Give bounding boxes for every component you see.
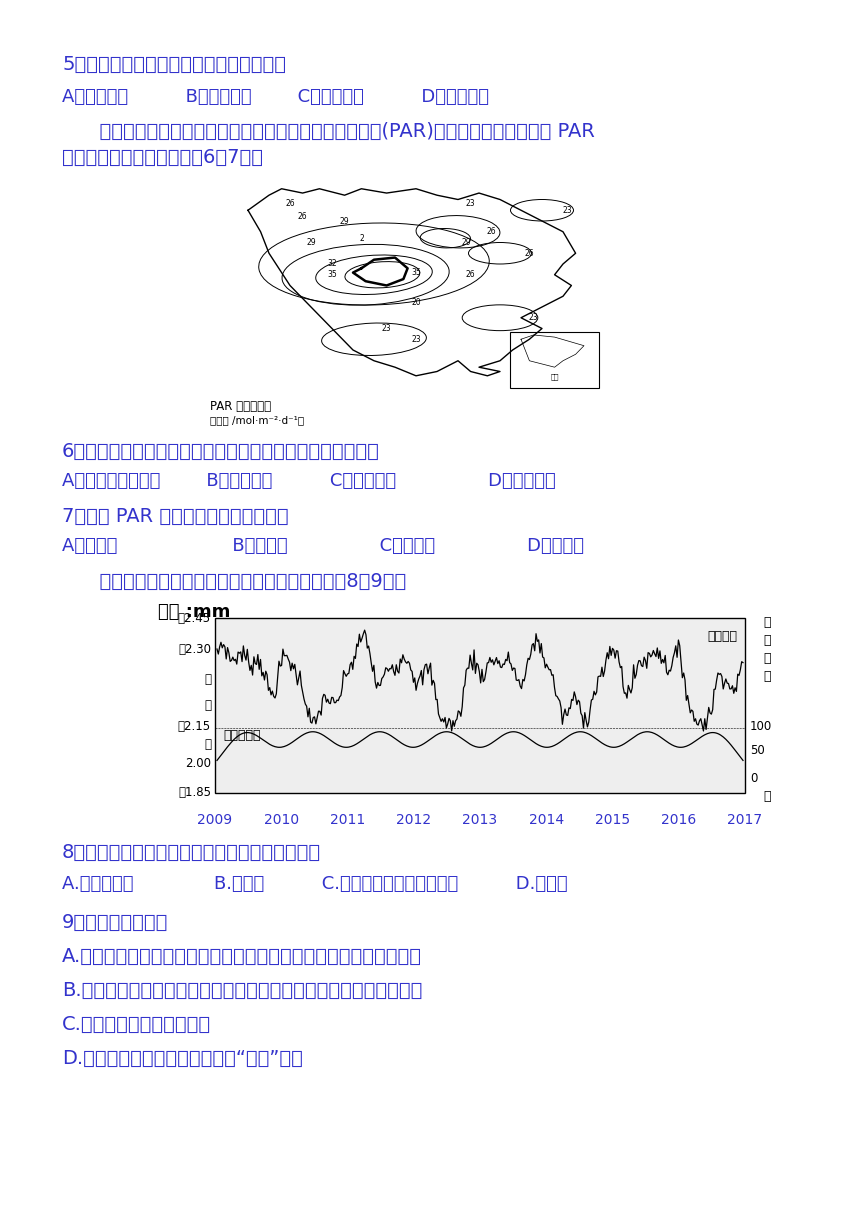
Text: 剰2.15: 剰2.15	[178, 720, 211, 733]
Text: 26: 26	[466, 270, 476, 280]
Text: 2012: 2012	[396, 814, 432, 827]
Text: 8．图中年轮宽度与太阳黑子相对数之间的关系是: 8．图中年轮宽度与太阳黑子相对数之间的关系是	[62, 843, 321, 862]
Text: 32: 32	[327, 259, 337, 269]
Text: 26: 26	[525, 249, 534, 258]
Bar	[215, 618, 745, 793]
Text: 黑: 黑	[764, 617, 771, 630]
Text: 读太阳黑子与温带乔木年轮相关性曲线图，回哈8～9题。: 读太阳黑子与温带乔木年轮相关性曲线图，回哈8～9题。	[62, 572, 406, 591]
FancyBboxPatch shape	[511, 332, 599, 388]
Text: 2014: 2014	[529, 814, 564, 827]
Text: 7．乙地 PAR 值高于甲地的主要原因是: 7．乙地 PAR 值高于甲地的主要原因是	[62, 507, 289, 527]
Text: 26: 26	[487, 227, 496, 236]
Text: 23: 23	[529, 314, 538, 322]
Text: A．距太阳远          B．自转较慢        C．昼长夜短          D．没有磁场: A．距太阳远 B．自转较慢 C．昼长夜短 D．没有磁场	[62, 88, 489, 106]
Text: 能被植物光合作用利用的太阳辐射，称为光合有效辐射(PAR)。下图示意我国年平均 PAR: 能被植物光合作用利用的太阳辐射，称为光合有效辐射(PAR)。下图示意我国年平均 …	[62, 122, 595, 141]
Text: D.太阳活动扰动地球磁场，产生“磁暴”现象: D.太阳活动扰动地球磁场，产生“磁暴”现象	[62, 1049, 303, 1068]
Text: 26: 26	[298, 213, 307, 221]
Text: 23: 23	[411, 334, 421, 344]
Text: 太阳黑子数: 太阳黑子数	[223, 730, 261, 742]
Text: 度: 度	[204, 737, 211, 750]
Text: 2011: 2011	[330, 814, 366, 827]
Text: B.太阳风使两极地区出现极光，从而影响中、高纬度地区树木的生长: B.太阳风使两极地区出现极光，从而影响中、高纬度地区树木的生长	[62, 981, 422, 1000]
Text: 2017: 2017	[728, 814, 763, 827]
Text: 2: 2	[359, 233, 364, 243]
Text: A．长江中下游平原        B．四川盆地          C．华北平原                D．青藏高原: A．长江中下游平原 B．四川盆地 C．华北平原 D．青藏高原	[62, 472, 556, 490]
Text: 图例: 图例	[550, 373, 559, 379]
Text: PAR 强度等値线: PAR 强度等値线	[210, 400, 271, 413]
Text: 2009: 2009	[198, 814, 232, 827]
Text: 2010: 2010	[264, 814, 298, 827]
Text: 度1.85: 度1.85	[178, 787, 211, 799]
Text: 23: 23	[382, 323, 391, 333]
Text: 子: 子	[764, 635, 771, 647]
Text: 2.00: 2.00	[185, 756, 211, 770]
Text: 35: 35	[327, 270, 337, 280]
Text: （单位 /mol·m⁻²·d⁻¹）: （单位 /mol·m⁻²·d⁻¹）	[210, 415, 304, 426]
Text: 年轮宽度: 年轮宽度	[707, 630, 737, 643]
Text: 20: 20	[411, 298, 421, 308]
Text: 单位 :mm: 单位 :mm	[158, 603, 230, 621]
Text: 29: 29	[462, 238, 471, 247]
Text: 0: 0	[750, 772, 758, 786]
Text: 2015: 2015	[595, 814, 630, 827]
Text: 26: 26	[286, 199, 295, 208]
Text: 相: 相	[764, 653, 771, 665]
Text: 数: 数	[764, 790, 771, 804]
Text: 29: 29	[340, 216, 349, 225]
Text: A．纬度高                    B．植被少                C．地势高                D．云雨少: A．纬度高 B．植被少 C．地势高 D．云雨少	[62, 537, 584, 554]
Text: 100: 100	[750, 720, 772, 733]
Text: 对: 对	[764, 670, 771, 683]
Text: 9．此图所反映的是: 9．此图所反映的是	[62, 913, 169, 931]
Text: 2013: 2013	[463, 814, 498, 827]
Text: 平2.45: 平2.45	[178, 612, 211, 625]
Text: 23: 23	[466, 199, 476, 208]
Text: 2016: 2016	[661, 814, 697, 827]
Text: A.太阳活动发射的电磁波能扰动地球的电离层，影响无线电短波通讯: A.太阳活动发射的电磁波能扰动地球的电离层，影响无线电短波通讯	[62, 947, 422, 966]
Text: 5．金星上没有极光现象，最合理的解释是: 5．金星上没有极光现象，最合理的解释是	[62, 55, 286, 74]
Text: 强度的空间分布。据此完扐6～7题。: 强度的空间分布。据此完扐6～7题。	[62, 148, 263, 167]
Text: 23: 23	[562, 206, 572, 215]
Text: 轮: 轮	[204, 699, 211, 713]
Text: 50: 50	[750, 744, 765, 758]
Text: 29: 29	[306, 238, 316, 247]
Text: C.太阳活动能影响地球气候: C.太阳活动能影响地球气候	[62, 1015, 211, 1034]
Text: 剳2.30: 剳2.30	[178, 643, 211, 655]
Text: 6．如仅考虑光合有效辐射，我国农业生产潜力最大的地区是: 6．如仅考虑光合有效辐射，我国农业生产潜力最大的地区是	[62, 441, 380, 461]
Text: A.没有相关性              B.负相关          C.有时正相关，有时负相关          D.正相关: A.没有相关性 B.负相关 C.有时正相关，有时负相关 D.正相关	[62, 876, 568, 893]
Text: 35: 35	[411, 268, 421, 277]
Text: 年: 年	[204, 672, 211, 686]
